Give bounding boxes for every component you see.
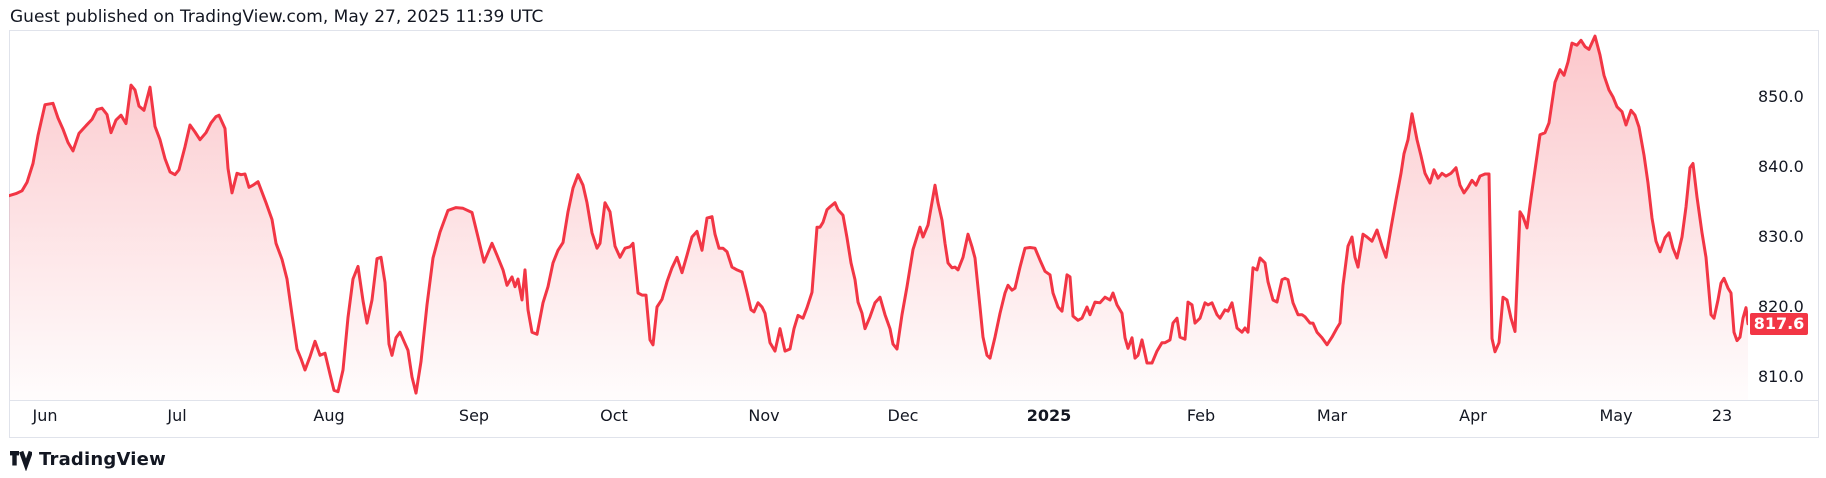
price-area-chart[interactable]: [9, 30, 1748, 400]
last-price-badge: 817.6: [1750, 312, 1808, 335]
price-line: [9, 34, 1748, 395]
x-tick-23: 23: [1711, 406, 1733, 425]
tradingview-logo-icon: [10, 450, 32, 471]
x-tick-oct: Oct: [600, 406, 628, 425]
x-tick-aug: Aug: [313, 406, 345, 425]
x-tick-nov: Nov: [748, 406, 780, 425]
tradingview-logo[interactable]: TradingView: [9, 446, 166, 472]
x-axis: Jun Jul Aug Sep Oct Nov Dec 2025 Feb Mar Apr May 23: [0, 400, 1826, 432]
x-tick-feb: Feb: [1186, 406, 1216, 425]
x-tick-jul: Jul: [167, 406, 187, 425]
last-price-value: 817.6: [1753, 314, 1805, 334]
x-tick-dec: Dec: [887, 406, 919, 425]
x-tick-sep: Sep: [458, 406, 490, 425]
x-tick-mar: Mar: [1316, 406, 1348, 425]
tradingview-logo-text: TradingView: [39, 448, 166, 470]
area-fill: [9, 36, 1748, 400]
x-tick-apr: Apr: [1459, 406, 1487, 425]
x-tick-jun: Jun: [32, 406, 58, 425]
x-tick-may: May: [1599, 406, 1633, 425]
x-axis-separator: [9, 400, 1819, 401]
attribution-text: Guest published on TradingView.com, May …: [10, 7, 544, 27]
x-tick-2025: 2025: [1026, 406, 1072, 425]
